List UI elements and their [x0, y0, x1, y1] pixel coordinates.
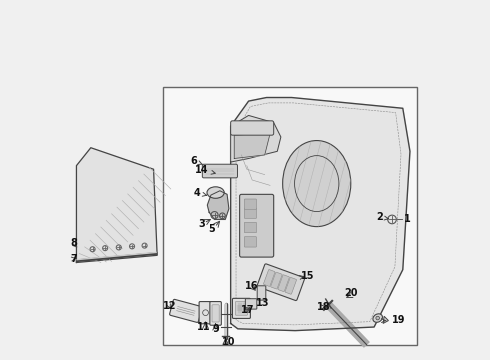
- Text: 8: 8: [70, 238, 77, 248]
- Text: 13: 13: [245, 298, 270, 311]
- FancyBboxPatch shape: [210, 302, 221, 325]
- FancyBboxPatch shape: [264, 270, 275, 286]
- Ellipse shape: [376, 316, 379, 320]
- Ellipse shape: [373, 314, 383, 322]
- Text: 7: 7: [70, 254, 77, 264]
- Polygon shape: [234, 134, 270, 158]
- FancyBboxPatch shape: [257, 264, 305, 301]
- Polygon shape: [207, 191, 229, 220]
- Polygon shape: [383, 316, 389, 323]
- FancyBboxPatch shape: [202, 164, 238, 178]
- FancyBboxPatch shape: [270, 272, 282, 289]
- Text: 3: 3: [198, 219, 205, 229]
- Ellipse shape: [207, 187, 224, 198]
- FancyBboxPatch shape: [212, 305, 219, 322]
- Text: 9: 9: [213, 324, 220, 334]
- Text: 18: 18: [317, 302, 330, 312]
- FancyBboxPatch shape: [245, 237, 256, 247]
- Text: 17: 17: [242, 305, 255, 315]
- Text: 6: 6: [191, 156, 203, 166]
- FancyBboxPatch shape: [235, 302, 247, 315]
- FancyBboxPatch shape: [245, 222, 256, 233]
- Text: 5: 5: [208, 225, 215, 234]
- Bar: [163, 87, 417, 345]
- Text: 19: 19: [382, 315, 406, 325]
- FancyBboxPatch shape: [245, 299, 257, 309]
- Text: 15: 15: [299, 271, 314, 280]
- FancyBboxPatch shape: [278, 275, 289, 292]
- FancyBboxPatch shape: [240, 194, 274, 257]
- FancyBboxPatch shape: [245, 208, 256, 219]
- Polygon shape: [231, 98, 410, 330]
- Text: 10: 10: [222, 337, 235, 347]
- Text: 16: 16: [245, 282, 259, 291]
- Text: 14: 14: [195, 165, 215, 175]
- FancyBboxPatch shape: [245, 199, 256, 210]
- Text: 11: 11: [197, 322, 211, 332]
- Text: 20: 20: [344, 288, 358, 298]
- Ellipse shape: [283, 140, 351, 226]
- Text: 2: 2: [376, 212, 389, 222]
- FancyBboxPatch shape: [170, 300, 202, 323]
- Text: 4: 4: [194, 188, 207, 198]
- Text: 1: 1: [404, 215, 411, 224]
- Polygon shape: [76, 148, 157, 262]
- FancyBboxPatch shape: [199, 302, 211, 324]
- FancyBboxPatch shape: [257, 286, 266, 300]
- Text: 12: 12: [163, 301, 176, 311]
- FancyBboxPatch shape: [285, 278, 296, 294]
- FancyBboxPatch shape: [231, 121, 274, 135]
- Polygon shape: [231, 116, 281, 162]
- FancyBboxPatch shape: [232, 298, 250, 319]
